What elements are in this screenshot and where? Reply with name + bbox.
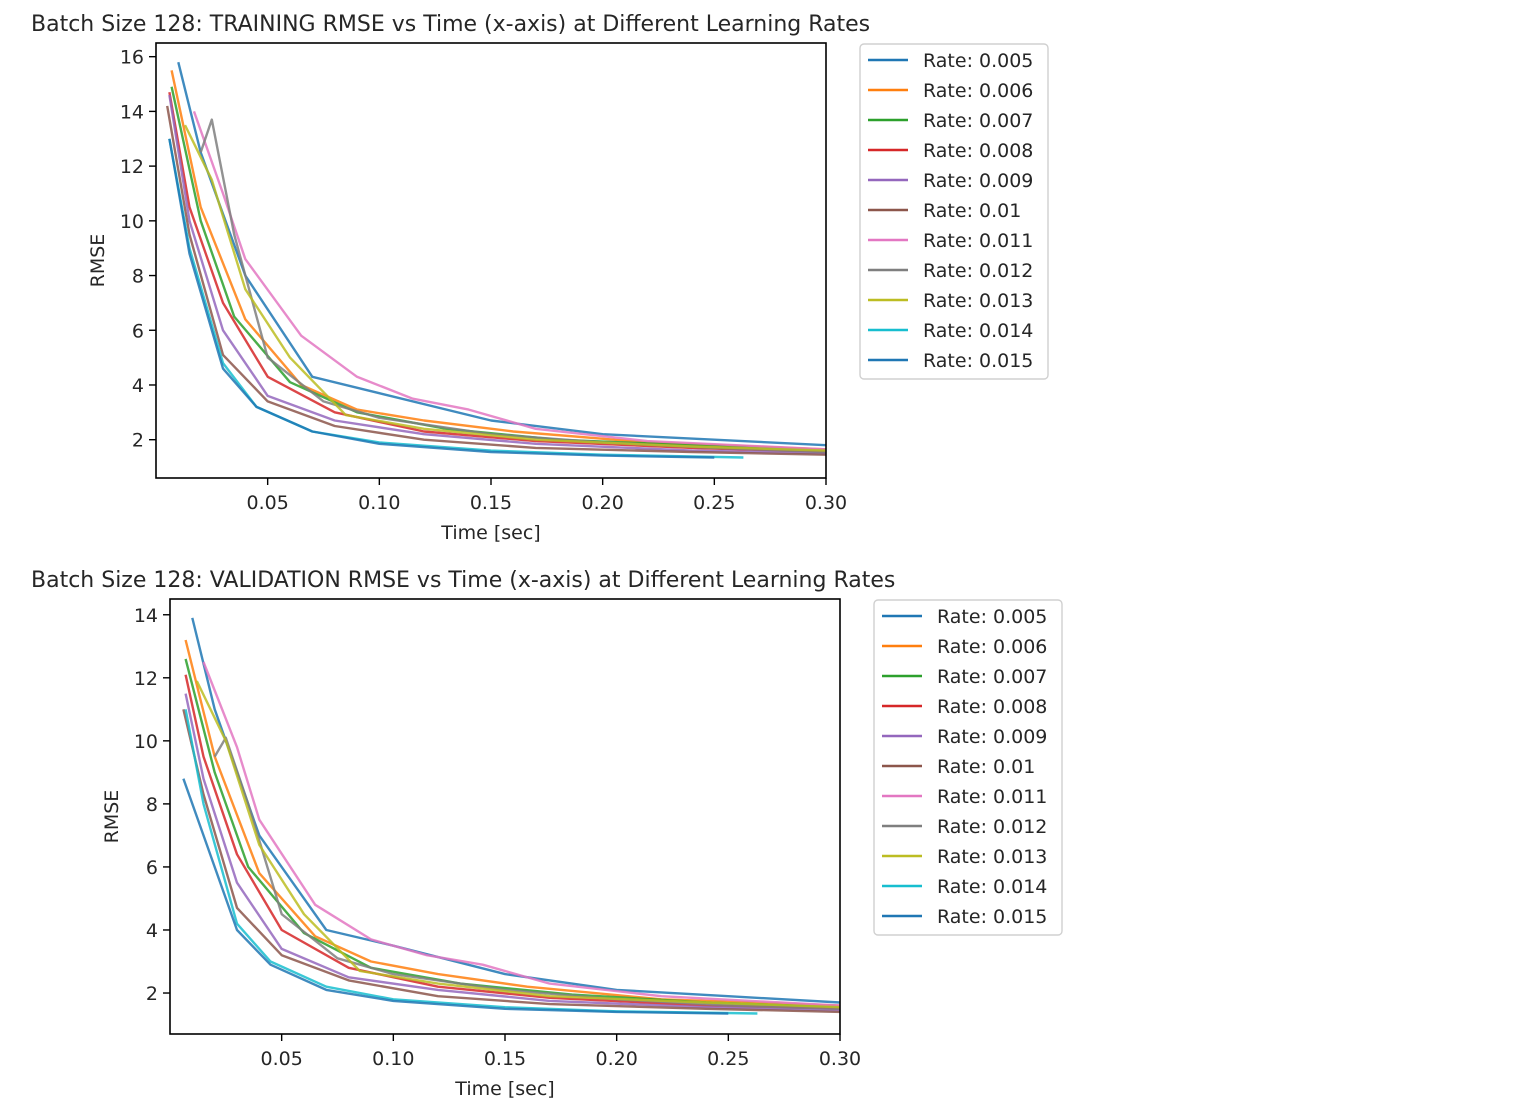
x-tick-label: 0.10	[372, 1048, 414, 1070]
y-tick-label: 8	[146, 794, 158, 816]
series-line-0	[191, 617, 840, 1004]
y-tick-label: 4	[146, 920, 158, 942]
x-tick-label: 0.20	[582, 492, 624, 514]
series-line-3	[168, 91, 826, 454]
y-tick-label: 10	[134, 731, 158, 753]
training-chart: Batch Size 128: TRAINING RMSE vs Time (x…	[31, 12, 1049, 544]
y-tick-label: 6	[146, 857, 158, 879]
legend-entry: Rate: 0.013	[937, 846, 1047, 868]
x-tick-label: 0.15	[484, 1048, 526, 1070]
legend-entry: Rate: 0.011	[923, 230, 1033, 252]
plot-frame	[169, 598, 841, 1035]
series-line-5	[166, 105, 826, 456]
x-tick-label: 0.30	[805, 492, 847, 514]
legend-entry: Rate: 0.007	[923, 110, 1033, 132]
y-tick-label: 10	[120, 211, 144, 233]
legend-entry: Rate: 0.014	[937, 876, 1047, 898]
series-line-1	[170, 70, 826, 451]
series-line-4	[168, 94, 826, 455]
legend-entry: Rate: 0.013	[923, 290, 1033, 312]
y-tick-label: 2	[132, 430, 144, 452]
legend: Rate: 0.005 Rate: 0.006 Rate: 0.007 Rate: 0…	[859, 43, 1049, 380]
y-tick-label: 8	[132, 266, 144, 288]
y-tick-label: 12	[134, 668, 158, 690]
y-tick-label: 16	[120, 47, 144, 69]
y-tick-label: 2	[146, 983, 158, 1005]
series-line-7	[213, 736, 840, 1010]
y-tick-label: 12	[120, 156, 144, 178]
legend-entry: Rate: 0.015	[923, 350, 1033, 372]
series-line-10	[168, 138, 715, 459]
legend-entry: Rate: 0.005	[923, 50, 1033, 72]
y-axis-label: RMSE	[87, 234, 109, 288]
series-line-1	[184, 639, 840, 1007]
legend-box	[859, 43, 1049, 380]
y-tick-label: 6	[132, 320, 144, 342]
legend: Rate: 0.005 Rate: 0.006 Rate: 0.007 Rate: 0…	[873, 599, 1063, 936]
series-line-6	[202, 661, 840, 1007]
x-tick-label: 0.25	[707, 1048, 749, 1070]
legend-entry: Rate: 0.009	[923, 170, 1033, 192]
legend-entry: Rate: 0.01	[937, 756, 1035, 778]
legend-entry: Rate: 0.006	[923, 80, 1033, 102]
legend-entry: Rate: 0.011	[937, 786, 1047, 808]
x-axis-label: Time [sec]	[454, 1078, 554, 1100]
series-line-0	[177, 61, 826, 447]
legend-entry: Rate: 0.015	[937, 906, 1047, 928]
series-lines	[182, 617, 840, 1015]
y-tick-label: 14	[134, 605, 158, 627]
series-line-6	[192, 111, 826, 451]
series-line-10	[182, 778, 729, 1015]
chart-title: Batch Size 128: TRAINING RMSE vs Time (x…	[31, 12, 870, 37]
series-line-4	[184, 693, 840, 1012]
legend-entry: Rate: 0.007	[937, 666, 1047, 688]
y-tick-label: 4	[132, 375, 144, 397]
x-tick-label: 0.20	[596, 1048, 638, 1070]
legend-entry: Rate: 0.012	[937, 816, 1047, 838]
series-lines	[166, 61, 826, 459]
legend-entry: Rate: 0.014	[923, 320, 1033, 342]
series-line-7	[199, 118, 826, 454]
series-line-8	[183, 124, 826, 452]
series-line-8	[195, 680, 840, 1009]
y-axis-label: RMSE	[101, 790, 123, 844]
y-tick-label: 14	[120, 101, 144, 123]
plot-frame	[155, 42, 827, 479]
x-tick-label: 0.15	[470, 492, 512, 514]
x-axis-label: Time [sec]	[440, 522, 540, 544]
series-line-5	[182, 709, 840, 1014]
x-tick-label: 0.05	[247, 492, 289, 514]
x-tick-label: 0.10	[358, 492, 400, 514]
legend-entry: Rate: 0.01	[923, 200, 1021, 222]
x-tick-label: 0.25	[693, 492, 735, 514]
series-line-9	[168, 138, 744, 459]
x-tick-label: 0.30	[819, 1048, 861, 1070]
legend-entry: Rate: 0.012	[923, 260, 1033, 282]
legend-entry: Rate: 0.009	[937, 726, 1047, 748]
x-tick-label: 0.05	[261, 1048, 303, 1070]
validation-chart: Batch Size 128: VALIDATION RMSE vs Time …	[31, 568, 1063, 1100]
legend-entry: Rate: 0.008	[937, 696, 1047, 718]
legend-entry: Rate: 0.005	[937, 606, 1047, 628]
series-line-3	[184, 674, 840, 1010]
legend-box	[873, 599, 1063, 936]
legend-entry: Rate: 0.008	[923, 140, 1033, 162]
legend-entry: Rate: 0.006	[937, 636, 1047, 658]
chart-title: Batch Size 128: VALIDATION RMSE vs Time …	[31, 568, 895, 593]
